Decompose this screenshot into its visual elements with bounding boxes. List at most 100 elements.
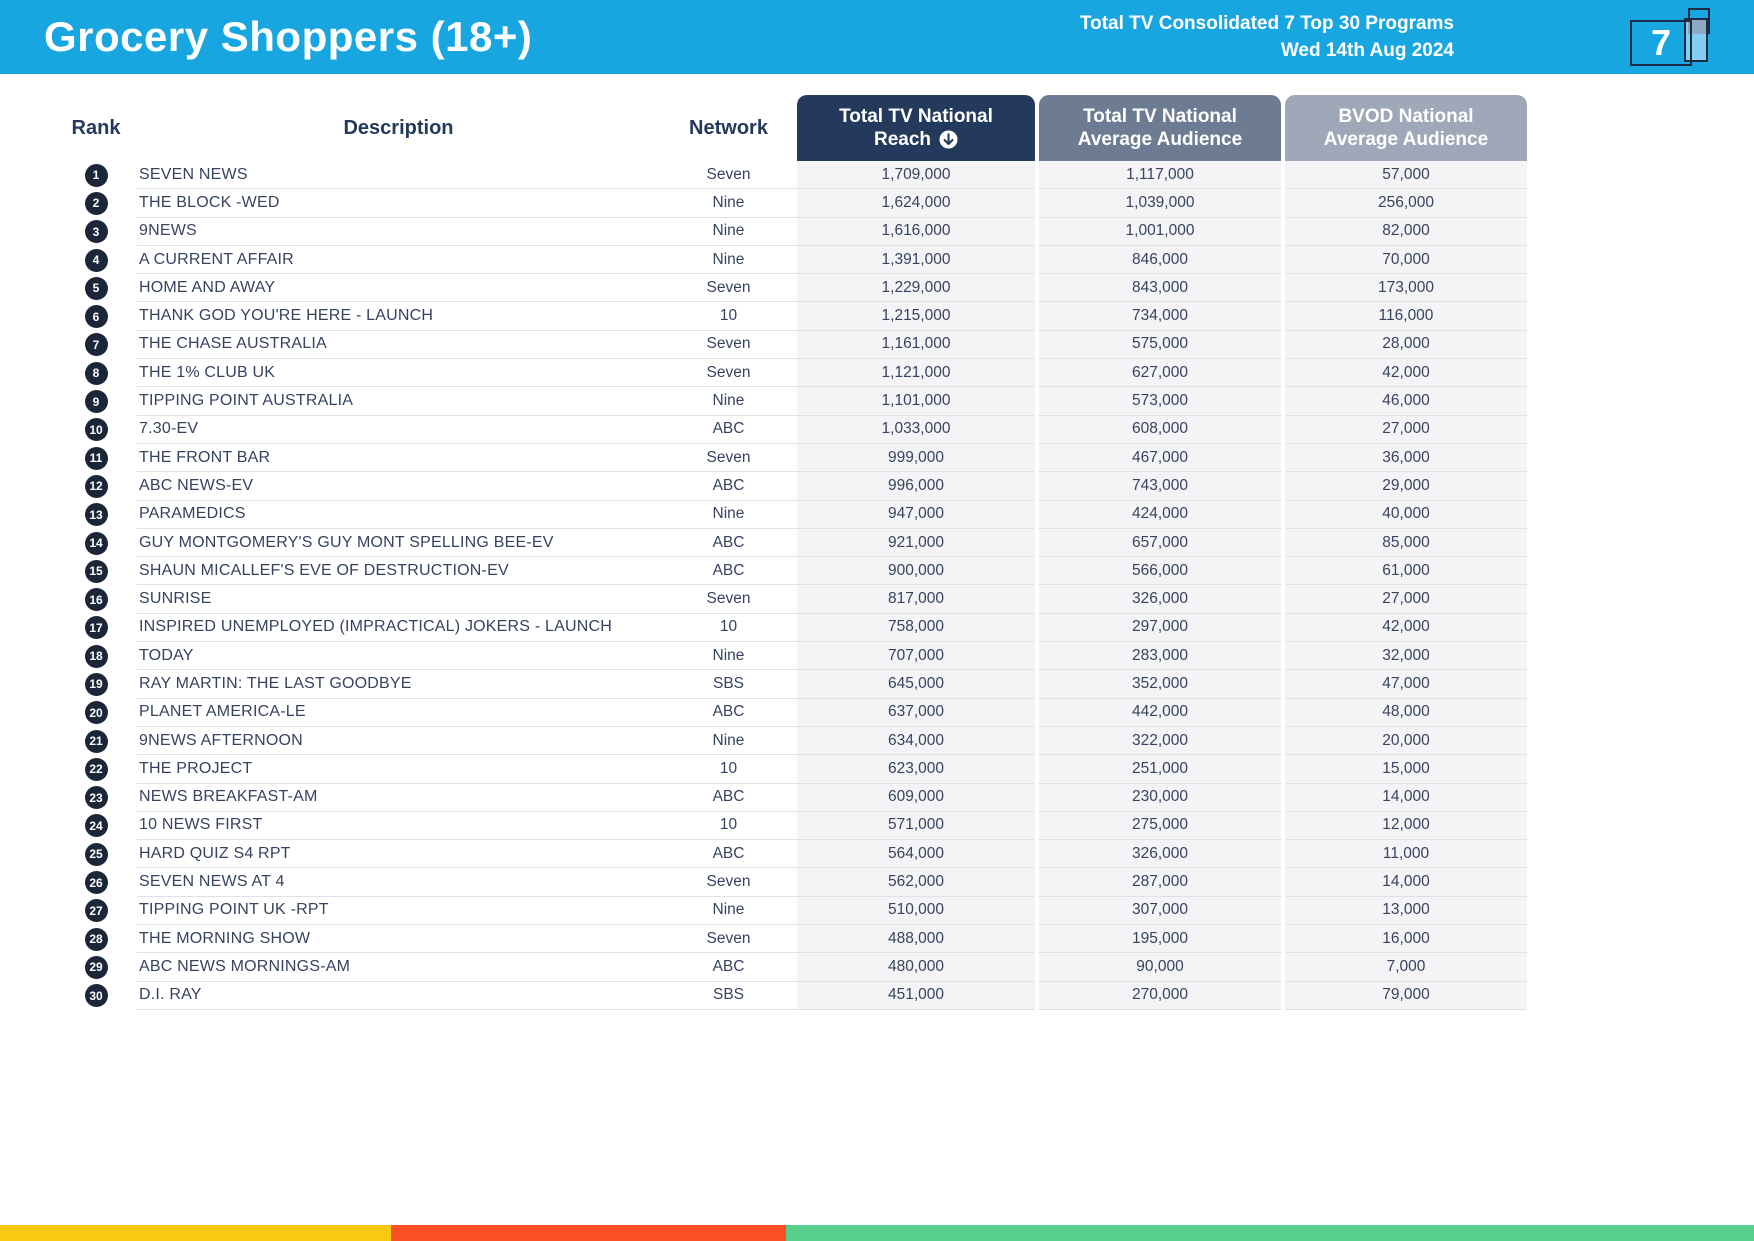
rank-cell: 13 xyxy=(55,501,137,529)
column-gap xyxy=(1035,726,1039,756)
column-gap xyxy=(1281,783,1285,812)
rank-cell: 24 xyxy=(55,812,137,840)
rank-badge: 24 xyxy=(84,814,108,838)
reach-value: 996,000 xyxy=(797,472,1035,501)
rank-cell: 21 xyxy=(55,727,137,755)
reach-value: 510,000 xyxy=(797,896,1035,926)
avg-audience-value: 1,039,000 xyxy=(1039,189,1281,218)
logo-seven-box: 7 xyxy=(1630,20,1692,66)
top-bar: Grocery Shoppers (18+) Total TV Consolid… xyxy=(0,0,1754,74)
rank-badge: 25 xyxy=(84,842,108,866)
stripe-red-segment xyxy=(391,1225,786,1241)
column-gap xyxy=(1035,415,1039,444)
network-name: Seven xyxy=(660,868,797,897)
column-header-total-tv-reach[interactable]: Total TV National Reach xyxy=(797,95,1035,161)
network-name: SBS xyxy=(660,670,797,699)
program-description: GUY MONTGOMERY'S GUY MONT SPELLING BEE-E… xyxy=(137,529,660,558)
rank-cell: 1 xyxy=(55,161,137,189)
table-row: 19 RAY MARTIN: THE LAST GOODBYE SBS 645,… xyxy=(55,670,1527,699)
network-name: ABC xyxy=(660,416,797,444)
network-name: 10 xyxy=(660,614,797,643)
program-description: 7.30-EV xyxy=(137,416,660,444)
network-name: Nine xyxy=(660,387,797,416)
reach-value: 1,101,000 xyxy=(797,387,1035,416)
rank-badge: 9 xyxy=(84,390,108,414)
table-row: 5 HOME AND AWAY Seven 1,229,000 843,000 … xyxy=(55,274,1527,303)
program-description: THANK GOD YOU'RE HERE - LAUNCH xyxy=(137,302,660,331)
network-name: ABC xyxy=(660,953,797,982)
bvod-audience-value: 46,000 xyxy=(1285,387,1527,416)
column-header-total-tv-average-audience[interactable]: Total TV National Average Audience xyxy=(1039,95,1281,161)
network-name: Seven xyxy=(660,585,797,614)
avg-audience-value: 424,000 xyxy=(1039,500,1281,529)
avg-audience-value: 1,001,000 xyxy=(1039,217,1281,246)
network-name: ABC xyxy=(660,840,797,869)
table-row: 29 ABC NEWS MORNINGS-AM ABC 480,000 90,0… xyxy=(55,953,1527,982)
reach-value: 817,000 xyxy=(797,585,1035,614)
table-row: 15 SHAUN MICALLEF'S EVE OF DESTRUCTION-E… xyxy=(55,557,1527,586)
report-subtitle-line1: Total TV Consolidated 7 Top 30 Programs xyxy=(1079,13,1454,34)
column-gap xyxy=(1035,217,1039,246)
network-name: 10 xyxy=(660,755,797,784)
rank-badge: 27 xyxy=(84,899,108,923)
avg-audience-value: 287,000 xyxy=(1039,868,1281,897)
bvod-audience-value: 82,000 xyxy=(1285,217,1527,246)
rank-badge: 23 xyxy=(84,786,108,810)
report-date: Wed 14th Aug 2024 xyxy=(1280,40,1454,61)
column-gap xyxy=(1035,274,1039,303)
program-description: TIPPING POINT UK -RPT xyxy=(137,897,660,926)
rank-badge: 29 xyxy=(84,955,108,979)
reach-value: 564,000 xyxy=(797,840,1035,869)
rank-cell: 26 xyxy=(55,868,137,896)
table-row: 20 PLANET AMERICA-LE ABC 637,000 442,000… xyxy=(55,698,1527,727)
reach-value: 623,000 xyxy=(797,755,1035,784)
reach-value: 562,000 xyxy=(797,868,1035,897)
avg-audience-value: 230,000 xyxy=(1039,783,1281,812)
column-gap xyxy=(1035,387,1039,416)
program-description: HARD QUIZ S4 RPT xyxy=(137,840,660,869)
rank-badge: 30 xyxy=(84,984,108,1008)
avg-audience-value: 575,000 xyxy=(1039,330,1281,360)
column-gap xyxy=(1281,698,1285,727)
reach-value: 571,000 xyxy=(797,811,1035,841)
reach-value: 1,229,000 xyxy=(797,274,1035,303)
program-description: SEVEN NEWS xyxy=(137,161,660,190)
rank-cell: 10 xyxy=(55,416,137,444)
rank-badge: 14 xyxy=(84,531,108,555)
table-row: 27 TIPPING POINT UK -RPT Nine 510,000 30… xyxy=(55,896,1527,926)
network-name: ABC xyxy=(660,699,797,727)
rank-cell: 2 xyxy=(55,189,137,217)
rank-badge: 11 xyxy=(84,446,108,470)
avg-audience-value: 843,000 xyxy=(1039,274,1281,303)
column-gap xyxy=(1281,330,1285,360)
rank-badge: 28 xyxy=(84,927,108,951)
network-name: Seven xyxy=(660,331,797,360)
table-row: 11 THE FRONT BAR Seven 999,000 467,000 3… xyxy=(55,443,1527,473)
rank-badge: 7 xyxy=(84,333,108,357)
sort-descending-icon[interactable] xyxy=(939,130,958,149)
rank-badge: 22 xyxy=(84,757,108,781)
column-gap xyxy=(1035,443,1039,473)
column-gap xyxy=(1281,500,1285,529)
program-description: A CURRENT AFFAIR xyxy=(137,246,660,275)
reach-value: 1,161,000 xyxy=(797,330,1035,360)
column-gap xyxy=(1281,613,1285,643)
table-row: 12 ABC NEWS-EV ABC 996,000 743,000 29,00… xyxy=(55,472,1527,501)
bvod-header-line2: Average Audience xyxy=(1323,129,1489,150)
column-header-bvod-average-audience[interactable]: BVOD National Average Audience xyxy=(1285,95,1527,161)
bvod-audience-value: 173,000 xyxy=(1285,274,1527,303)
avg-audience-value: 326,000 xyxy=(1039,840,1281,869)
avg-audience-value: 743,000 xyxy=(1039,472,1281,501)
column-gap xyxy=(1035,330,1039,360)
rank-badge: 8 xyxy=(84,361,108,385)
reach-value: 488,000 xyxy=(797,925,1035,954)
rank-badge: 17 xyxy=(84,616,108,640)
network-name: Seven xyxy=(660,161,797,190)
program-description: RAY MARTIN: THE LAST GOODBYE xyxy=(137,670,660,699)
column-gap xyxy=(1281,726,1285,756)
avg-audience-value: 573,000 xyxy=(1039,387,1281,416)
rank-cell: 7 xyxy=(55,331,137,359)
program-description: SUNRISE xyxy=(137,585,660,614)
program-description: 9NEWS AFTERNOON xyxy=(137,727,660,756)
column-gap xyxy=(1035,245,1039,275)
